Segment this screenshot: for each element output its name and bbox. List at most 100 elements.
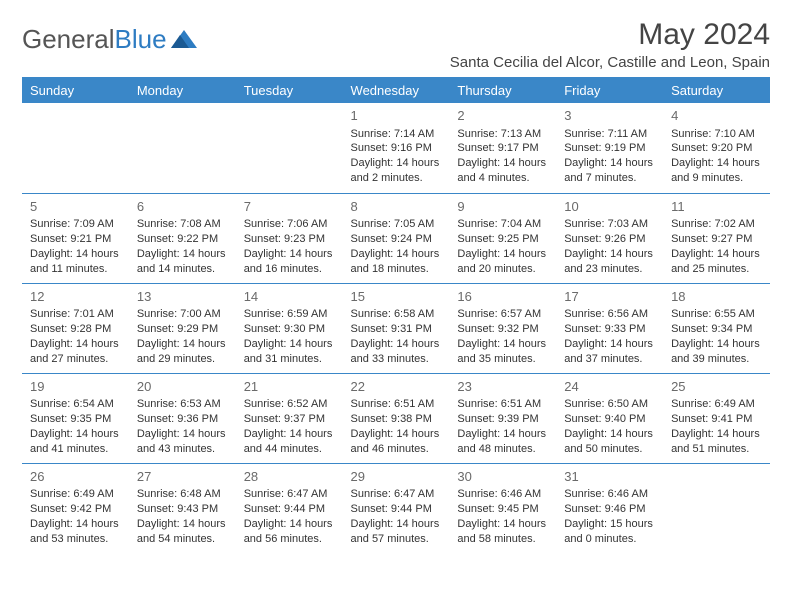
daylight-text: Daylight: 14 hours and 50 minutes. bbox=[564, 427, 657, 457]
calendar-cell: 24Sunrise: 6:50 AMSunset: 9:40 PMDayligh… bbox=[556, 373, 663, 463]
day-number: 9 bbox=[457, 198, 550, 216]
daylight-text: Daylight: 14 hours and 27 minutes. bbox=[30, 337, 123, 367]
sunset-text: Sunset: 9:27 PM bbox=[671, 232, 764, 247]
sunset-text: Sunset: 9:46 PM bbox=[564, 502, 657, 517]
calendar-cell: 16Sunrise: 6:57 AMSunset: 9:32 PMDayligh… bbox=[449, 283, 556, 373]
sunset-text: Sunset: 9:44 PM bbox=[244, 502, 337, 517]
sunset-text: Sunset: 9:22 PM bbox=[137, 232, 230, 247]
sunset-text: Sunset: 9:20 PM bbox=[671, 141, 764, 156]
weekday-header: Friday bbox=[556, 78, 663, 104]
sunrise-text: Sunrise: 7:09 AM bbox=[30, 217, 123, 232]
calendar-cell: 28Sunrise: 6:47 AMSunset: 9:44 PMDayligh… bbox=[236, 463, 343, 553]
calendar-cell: 14Sunrise: 6:59 AMSunset: 9:30 PMDayligh… bbox=[236, 283, 343, 373]
calendar-cell bbox=[663, 463, 770, 553]
sunrise-text: Sunrise: 7:00 AM bbox=[137, 307, 230, 322]
sunrise-text: Sunrise: 7:14 AM bbox=[351, 127, 444, 142]
daylight-text: Daylight: 14 hours and 31 minutes. bbox=[244, 337, 337, 367]
brand-part2: Blue bbox=[115, 24, 167, 55]
weekday-header: Thursday bbox=[449, 78, 556, 104]
daylight-text: Daylight: 14 hours and 51 minutes. bbox=[671, 427, 764, 457]
calendar-cell: 13Sunrise: 7:00 AMSunset: 9:29 PMDayligh… bbox=[129, 283, 236, 373]
calendar-cell: 31Sunrise: 6:46 AMSunset: 9:46 PMDayligh… bbox=[556, 463, 663, 553]
daylight-text: Daylight: 14 hours and 14 minutes. bbox=[137, 247, 230, 277]
sunset-text: Sunset: 9:38 PM bbox=[351, 412, 444, 427]
sunset-text: Sunset: 9:21 PM bbox=[30, 232, 123, 247]
daylight-text: Daylight: 14 hours and 16 minutes. bbox=[244, 247, 337, 277]
day-number: 27 bbox=[137, 468, 230, 486]
sunrise-text: Sunrise: 6:59 AM bbox=[244, 307, 337, 322]
sunset-text: Sunset: 9:35 PM bbox=[30, 412, 123, 427]
day-number: 15 bbox=[351, 288, 444, 306]
sunset-text: Sunset: 9:42 PM bbox=[30, 502, 123, 517]
weekday-header: Tuesday bbox=[236, 78, 343, 104]
sunset-text: Sunset: 9:31 PM bbox=[351, 322, 444, 337]
sunset-text: Sunset: 9:34 PM bbox=[671, 322, 764, 337]
calendar-table: SundayMondayTuesdayWednesdayThursdayFrid… bbox=[22, 77, 770, 553]
sunset-text: Sunset: 9:26 PM bbox=[564, 232, 657, 247]
daylight-text: Daylight: 14 hours and 48 minutes. bbox=[457, 427, 550, 457]
sunrise-text: Sunrise: 7:04 AM bbox=[457, 217, 550, 232]
calendar-cell: 19Sunrise: 6:54 AMSunset: 9:35 PMDayligh… bbox=[22, 373, 129, 463]
day-number: 6 bbox=[137, 198, 230, 216]
calendar-cell: 18Sunrise: 6:55 AMSunset: 9:34 PMDayligh… bbox=[663, 283, 770, 373]
sunset-text: Sunset: 9:41 PM bbox=[671, 412, 764, 427]
day-number: 16 bbox=[457, 288, 550, 306]
sunrise-text: Sunrise: 7:05 AM bbox=[351, 217, 444, 232]
calendar-cell: 29Sunrise: 6:47 AMSunset: 9:44 PMDayligh… bbox=[343, 463, 450, 553]
sunrise-text: Sunrise: 6:49 AM bbox=[671, 397, 764, 412]
calendar-cell: 6Sunrise: 7:08 AMSunset: 9:22 PMDaylight… bbox=[129, 193, 236, 283]
brand-part1: General bbox=[22, 24, 115, 55]
day-number: 1 bbox=[351, 107, 444, 125]
brand-triangle-icon bbox=[171, 24, 197, 55]
sunset-text: Sunset: 9:45 PM bbox=[457, 502, 550, 517]
daylight-text: Daylight: 14 hours and 35 minutes. bbox=[457, 337, 550, 367]
day-number: 31 bbox=[564, 468, 657, 486]
calendar-cell: 5Sunrise: 7:09 AMSunset: 9:21 PMDaylight… bbox=[22, 193, 129, 283]
sunset-text: Sunset: 9:40 PM bbox=[564, 412, 657, 427]
sunrise-text: Sunrise: 7:10 AM bbox=[671, 127, 764, 142]
sunset-text: Sunset: 9:44 PM bbox=[351, 502, 444, 517]
calendar-cell bbox=[236, 103, 343, 193]
day-number: 29 bbox=[351, 468, 444, 486]
weekday-header: Monday bbox=[129, 78, 236, 104]
daylight-text: Daylight: 14 hours and 54 minutes. bbox=[137, 517, 230, 547]
day-number: 21 bbox=[244, 378, 337, 396]
calendar-cell: 20Sunrise: 6:53 AMSunset: 9:36 PMDayligh… bbox=[129, 373, 236, 463]
sunrise-text: Sunrise: 6:56 AM bbox=[564, 307, 657, 322]
sunset-text: Sunset: 9:25 PM bbox=[457, 232, 550, 247]
sunrise-text: Sunrise: 7:13 AM bbox=[457, 127, 550, 142]
daylight-text: Daylight: 14 hours and 11 minutes. bbox=[30, 247, 123, 277]
daylight-text: Daylight: 14 hours and 4 minutes. bbox=[457, 156, 550, 186]
day-number: 4 bbox=[671, 107, 764, 125]
day-number: 20 bbox=[137, 378, 230, 396]
calendar-cell: 27Sunrise: 6:48 AMSunset: 9:43 PMDayligh… bbox=[129, 463, 236, 553]
sunrise-text: Sunrise: 6:49 AM bbox=[30, 487, 123, 502]
day-number: 10 bbox=[564, 198, 657, 216]
daylight-text: Daylight: 14 hours and 23 minutes. bbox=[564, 247, 657, 277]
day-number: 14 bbox=[244, 288, 337, 306]
sunrise-text: Sunrise: 6:57 AM bbox=[457, 307, 550, 322]
daylight-text: Daylight: 14 hours and 41 minutes. bbox=[30, 427, 123, 457]
day-number: 5 bbox=[30, 198, 123, 216]
calendar-cell: 30Sunrise: 6:46 AMSunset: 9:45 PMDayligh… bbox=[449, 463, 556, 553]
calendar-cell: 10Sunrise: 7:03 AMSunset: 9:26 PMDayligh… bbox=[556, 193, 663, 283]
page-title: May 2024 bbox=[450, 18, 770, 52]
daylight-text: Daylight: 14 hours and 37 minutes. bbox=[564, 337, 657, 367]
day-number: 13 bbox=[137, 288, 230, 306]
sunset-text: Sunset: 9:29 PM bbox=[137, 322, 230, 337]
daylight-text: Daylight: 14 hours and 53 minutes. bbox=[30, 517, 123, 547]
daylight-text: Daylight: 14 hours and 20 minutes. bbox=[457, 247, 550, 277]
calendar-cell: 4Sunrise: 7:10 AMSunset: 9:20 PMDaylight… bbox=[663, 103, 770, 193]
sunset-text: Sunset: 9:28 PM bbox=[30, 322, 123, 337]
sunset-text: Sunset: 9:23 PM bbox=[244, 232, 337, 247]
day-number: 7 bbox=[244, 198, 337, 216]
weekday-header: Wednesday bbox=[343, 78, 450, 104]
sunrise-text: Sunrise: 6:46 AM bbox=[457, 487, 550, 502]
day-number: 28 bbox=[244, 468, 337, 486]
weekday-header: Sunday bbox=[22, 78, 129, 104]
sunset-text: Sunset: 9:39 PM bbox=[457, 412, 550, 427]
day-number: 26 bbox=[30, 468, 123, 486]
daylight-text: Daylight: 15 hours and 0 minutes. bbox=[564, 517, 657, 547]
sunrise-text: Sunrise: 7:11 AM bbox=[564, 127, 657, 142]
sunrise-text: Sunrise: 6:46 AM bbox=[564, 487, 657, 502]
